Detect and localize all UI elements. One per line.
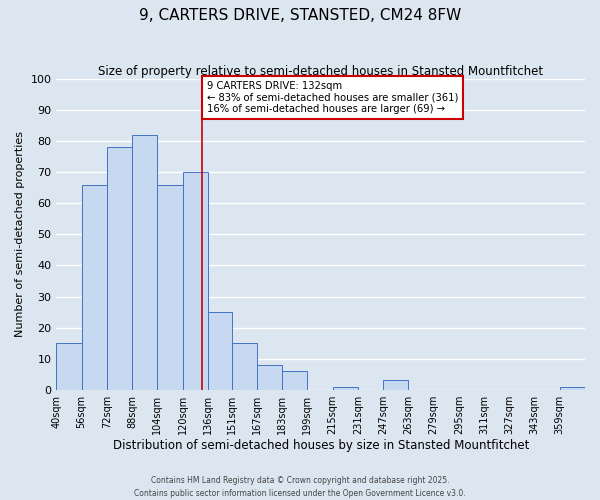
Bar (82, 185, 107, 390)
Bar (208, 312, 232, 390)
Bar (157, 185, 182, 390)
Y-axis label: Number of semi-detached properties: Number of semi-detached properties (15, 132, 25, 338)
Bar (282, 371, 307, 390)
Bar (107, 148, 132, 390)
X-axis label: Distribution of semi-detached houses by size in Stansted Mountfitchet: Distribution of semi-detached houses by … (113, 440, 529, 452)
Bar (132, 135, 157, 390)
Bar (56, 343, 82, 390)
Bar (383, 380, 408, 390)
Text: 9 CARTERS DRIVE: 132sqm
← 83% of semi-detached houses are smaller (361)
16% of s: 9 CARTERS DRIVE: 132sqm ← 83% of semi-de… (207, 80, 458, 114)
Bar (560, 386, 585, 390)
Bar (232, 343, 257, 390)
Bar (257, 365, 282, 390)
Text: Contains HM Land Registry data © Crown copyright and database right 2025.
Contai: Contains HM Land Registry data © Crown c… (134, 476, 466, 498)
Text: 9, CARTERS DRIVE, STANSTED, CM24 8FW: 9, CARTERS DRIVE, STANSTED, CM24 8FW (139, 8, 461, 22)
Title: Size of property relative to semi-detached houses in Stansted Mountfitchet: Size of property relative to semi-detach… (98, 65, 543, 78)
Bar (332, 386, 358, 390)
Bar (182, 172, 208, 390)
